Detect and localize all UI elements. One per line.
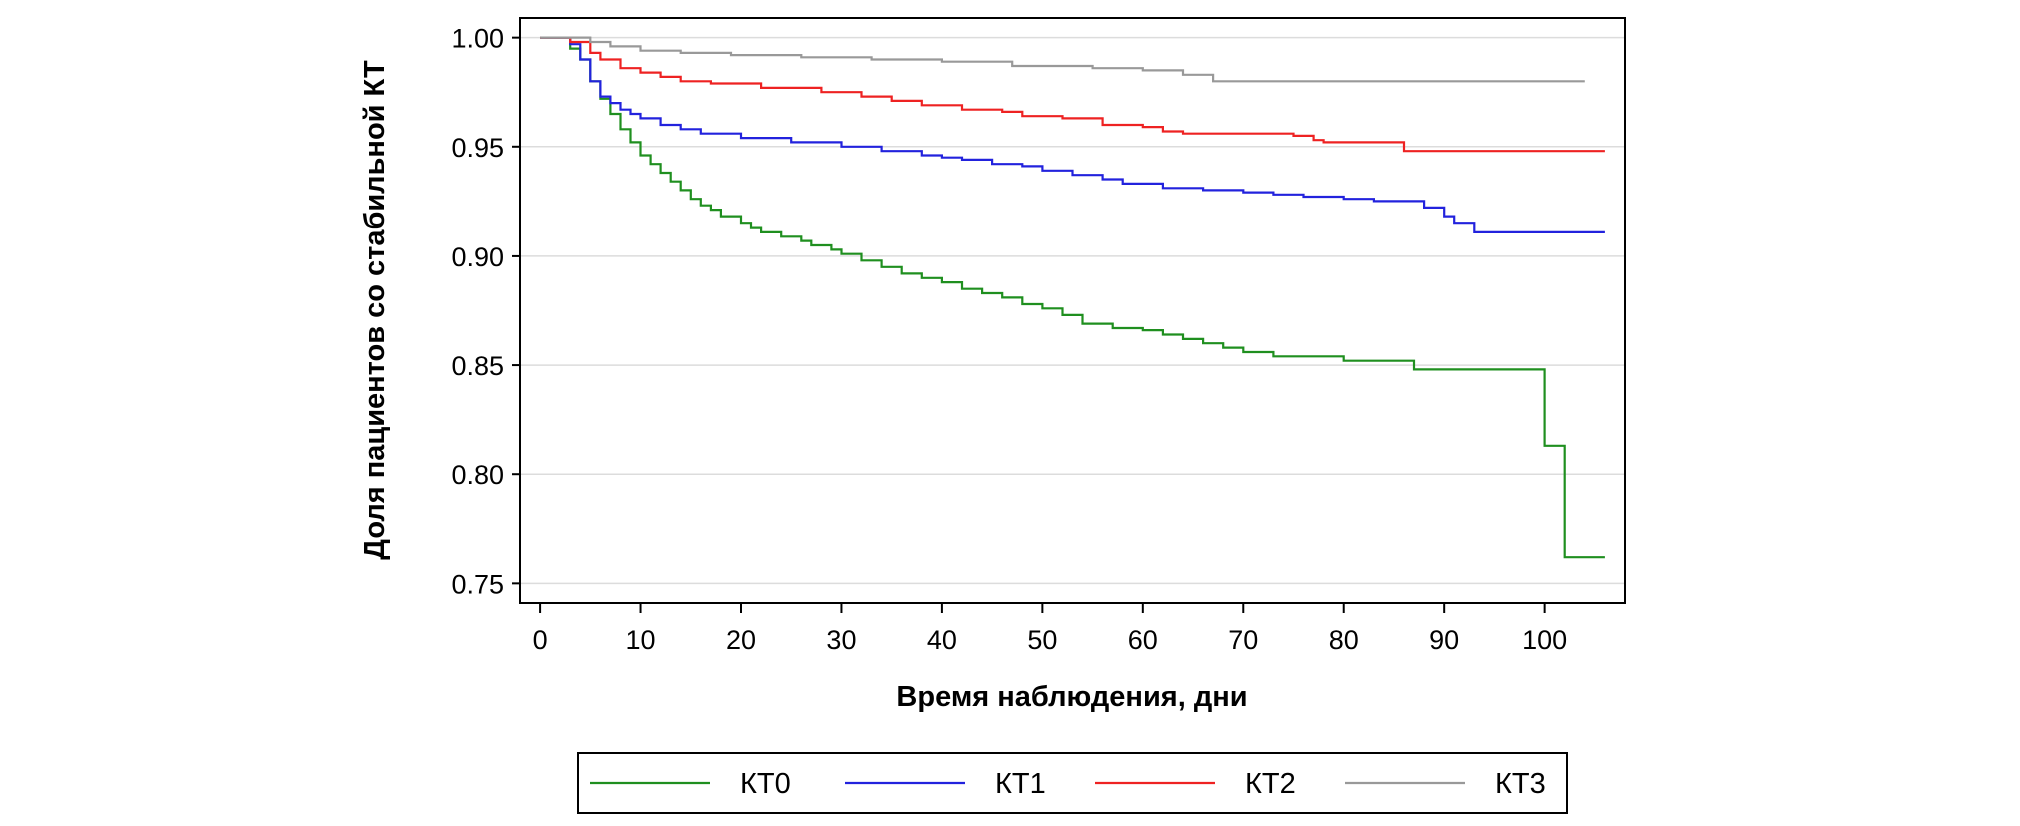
y-tick-label: 0.95: [451, 133, 504, 163]
y-axis-title: Доля пациентов со стабильной КТ: [359, 60, 391, 560]
x-tick-label: 50: [1027, 625, 1057, 655]
series-lines: [540, 36, 1605, 559]
legend-label-1: КТ1: [995, 768, 1046, 800]
x-tick-label: 20: [726, 625, 756, 655]
y-tick-label: 0.80: [451, 460, 504, 490]
legend-label-0: КТ0: [740, 768, 791, 800]
y-tick-label: 0.85: [451, 351, 504, 381]
plot-frame: [519, 17, 1626, 604]
series-line-3: [540, 36, 1585, 83]
gridlines: [520, 36, 1625, 585]
legend-items: КТ0 КТ1 КТ2 КТ3: [590, 768, 1546, 800]
series-line-1: [540, 36, 1605, 233]
x-tick-label: 90: [1429, 625, 1459, 655]
x-tick-label: 0: [533, 625, 548, 655]
legend: КТ0 КТ1 КТ2 КТ3: [577, 752, 1568, 814]
x-tick-label: 70: [1228, 625, 1258, 655]
x-tick-label: 80: [1329, 625, 1359, 655]
x-axis-title: Время наблюдения, дни: [896, 681, 1247, 713]
x-axis: 0 10 20 30 40 50 60 70 80 90 100: [533, 603, 1567, 655]
x-tick-label: 40: [927, 625, 957, 655]
y-axis: 1.00 0.95 0.90 0.85 0.80 0.75: [451, 24, 520, 599]
x-tick-label: 10: [626, 625, 656, 655]
series-line-0: [540, 36, 1605, 559]
y-tick-label: 1.00: [451, 24, 504, 54]
y-tick-label: 0.75: [451, 569, 504, 599]
series-line-2: [540, 36, 1605, 153]
legend-label-2: КТ2: [1245, 768, 1296, 800]
legend-label-3: КТ3: [1495, 768, 1546, 800]
x-tick-label: 100: [1522, 625, 1567, 655]
y-tick-label: 0.90: [451, 242, 504, 272]
x-tick-label: 60: [1128, 625, 1158, 655]
x-tick-label: 30: [826, 625, 856, 655]
